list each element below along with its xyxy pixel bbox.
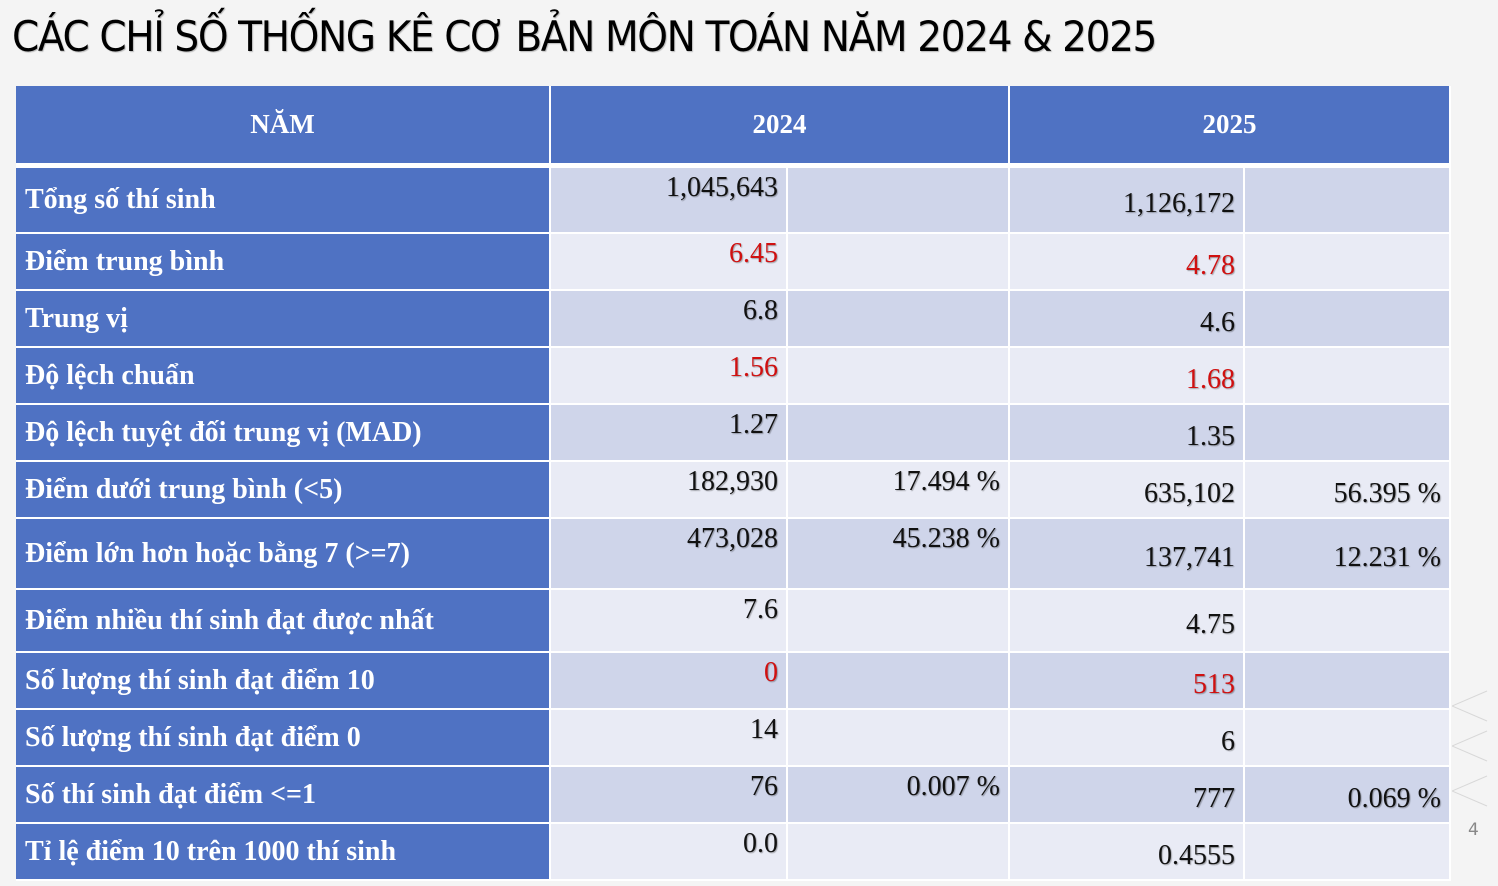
row-label: Điểm trung bình: [16, 234, 551, 291]
row-label: Độ lệch tuyệt đối trung vị (MAD): [16, 405, 551, 462]
table-row: Điểm dưới trung bình (<5) 182,930 17.494 %…: [16, 462, 1451, 519]
row-label: Tổng số thí sinh: [16, 168, 551, 234]
percent-2024: 0.007 %: [788, 767, 1010, 824]
percent-2025: [1245, 291, 1451, 348]
table-row: Tỉ lệ điểm 10 trên 1000 thí sinh 0.0 0.455…: [16, 824, 1451, 881]
percent-2024: [788, 168, 1010, 234]
percent-2024: 17.494 %: [788, 462, 1010, 519]
table-row: Số lượng thí sinh đạt điểm 0 14 6: [16, 710, 1451, 767]
percent-2024: [788, 590, 1010, 653]
statistics-table: NĂM 2024 2025 Tổng số thí sinh 1,045,643 1…: [16, 86, 1451, 881]
value-2024: 1.56: [551, 348, 788, 405]
row-label: Số thí sinh đạt điểm <=1: [16, 767, 551, 824]
value-2024: 76: [551, 767, 788, 824]
value-2024: 0: [551, 653, 788, 710]
percent-2025: [1245, 824, 1451, 881]
row-label: Số lượng thí sinh đạt điểm 10: [16, 653, 551, 710]
value-2024: 7.6: [551, 590, 788, 653]
percent-2024: [788, 291, 1010, 348]
header-year-label: NĂM: [16, 86, 551, 168]
slide-title: CÁC CHỈ SỐ THỐNG KÊ CƠ BẢN MÔN TOÁN NĂM …: [12, 12, 1157, 61]
page-number: 4: [1468, 820, 1479, 840]
table-row: Tổng số thí sinh 1,045,643 1,126,172: [16, 168, 1451, 234]
value-2024: 1,045,643: [551, 168, 788, 234]
value-2025: 4.75: [1010, 590, 1245, 653]
value-2025: 777: [1010, 767, 1245, 824]
percent-2025: [1245, 653, 1451, 710]
percent-2025: [1245, 168, 1451, 234]
table-row: Độ lệch tuyệt đối trung vị (MAD) 1.27 1.35: [16, 405, 1451, 462]
table-header-row: NĂM 2024 2025: [16, 86, 1451, 168]
percent-2025: [1245, 234, 1451, 291]
value-2025: 137,741: [1010, 519, 1245, 590]
table-row: Điểm trung bình 6.45 4.78: [16, 234, 1451, 291]
percent-2025: [1245, 710, 1451, 767]
table-row: Số thí sinh đạt điểm <=1 76 0.007 % 777 0.06…: [16, 767, 1451, 824]
value-2025: 1.35: [1010, 405, 1245, 462]
header-2024: 2024: [551, 86, 1010, 168]
percent-2024: 45.238 %: [788, 519, 1010, 590]
value-2024: 1.27: [551, 405, 788, 462]
row-label: Điểm nhiều thí sinh đạt được nhất: [16, 590, 551, 653]
row-label: Độ lệch chuẩn: [16, 348, 551, 405]
percent-2024: [788, 348, 1010, 405]
percent-2024: [788, 824, 1010, 881]
percent-2025: [1245, 405, 1451, 462]
percent-2024: [788, 653, 1010, 710]
value-2025: 1,126,172: [1010, 168, 1245, 234]
row-label: Trung vị: [16, 291, 551, 348]
value-2024: 6.8: [551, 291, 788, 348]
header-2025: 2025: [1010, 86, 1451, 168]
table-row: Độ lệch chuẩn 1.56 1.68: [16, 348, 1451, 405]
value-2024: 473,028: [551, 519, 788, 590]
value-2025: 513: [1010, 653, 1245, 710]
percent-2025: [1245, 348, 1451, 405]
table-row: Điểm lớn hơn hoặc bằng 7 (>=7) 473,028 45.…: [16, 519, 1451, 590]
row-label: Điểm dưới trung bình (<5): [16, 462, 551, 519]
percent-2025: [1245, 590, 1451, 653]
percent-2024: [788, 405, 1010, 462]
row-label: Điểm lớn hơn hoặc bằng 7 (>=7): [16, 519, 551, 590]
value-2025: 4.78: [1010, 234, 1245, 291]
percent-2024: [788, 234, 1010, 291]
value-2025: 635,102: [1010, 462, 1245, 519]
decorative-lines-icon: [1452, 690, 1488, 807]
row-label: Tỉ lệ điểm 10 trên 1000 thí sinh: [16, 824, 551, 881]
value-2025: 4.6: [1010, 291, 1245, 348]
percent-2025: 12.231 %: [1245, 519, 1451, 590]
value-2025: 6: [1010, 710, 1245, 767]
table-row: Điểm nhiều thí sinh đạt được nhất 7.6 4.75: [16, 590, 1451, 653]
value-2024: 0.0: [551, 824, 788, 881]
percent-2025: 0.069 %: [1245, 767, 1451, 824]
value-2024: 14: [551, 710, 788, 767]
table-row: Số lượng thí sinh đạt điểm 10 0 513: [16, 653, 1451, 710]
value-2024: 6.45: [551, 234, 788, 291]
value-2024: 182,930: [551, 462, 788, 519]
value-2025: 1.68: [1010, 348, 1245, 405]
table-row: Trung vị 6.8 4.6: [16, 291, 1451, 348]
percent-2024: [788, 710, 1010, 767]
value-2025: 0.4555: [1010, 824, 1245, 881]
row-label: Số lượng thí sinh đạt điểm 0: [16, 710, 551, 767]
percent-2025: 56.395 %: [1245, 462, 1451, 519]
